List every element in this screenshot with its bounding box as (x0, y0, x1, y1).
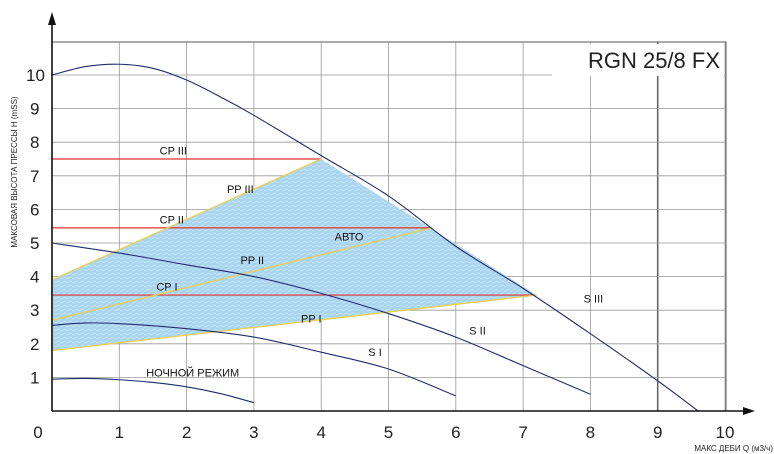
x-tick-label: 4 (316, 423, 325, 442)
auto-region (52, 159, 537, 351)
y-tick-label: 5 (30, 234, 39, 253)
x-tick-label: 0 (33, 423, 42, 442)
title-box (552, 44, 724, 76)
series-9-ночной-режим (51, 377, 255, 404)
curve-label: PP II (240, 255, 264, 267)
curve-label: CP II (160, 214, 184, 226)
x-tick-label: 9 (653, 423, 662, 442)
y-tick-label: 6 (30, 200, 39, 219)
y-tick-label: 2 (30, 335, 39, 354)
grid (51, 41, 727, 412)
y-tick-label: 7 (30, 167, 39, 186)
curve-label: CP III (160, 146, 187, 158)
series-8-s-i (51, 322, 457, 397)
curve-labels: CP III PP III CP II АВТО PP II CP I PP I S III S… (146, 146, 603, 380)
y-tick-label: 3 (30, 301, 39, 320)
x-axis-arrow (743, 407, 755, 415)
x-tick-label: 6 (451, 423, 460, 442)
auto-region-layer (52, 159, 537, 351)
series-3-pp-iii (51, 158, 322, 281)
series-5-pp-i (51, 294, 537, 352)
curve-label: S II (469, 325, 486, 337)
x-tick-label: 5 (384, 423, 393, 442)
curve-label: CP I (156, 282, 177, 294)
curve-label: PP III (227, 184, 254, 196)
y-tick-label: 9 (30, 100, 39, 119)
curve-label: S I (368, 347, 381, 359)
x-tick-label: 10 (716, 423, 735, 442)
y-tick-label: 8 (30, 133, 39, 152)
tick-labels: 0 1 2 3 4 5 6 7 8 9 10 1 2 3 4 5 6 7 8 9 10 (26, 66, 734, 442)
chart-title: RGN 25/8 FX (588, 48, 720, 73)
x-axis-title: МАКС ДЕБИ Q (м3/ч) (694, 444, 773, 453)
y-axis-arrow (48, 12, 56, 25)
x-tick-label: 8 (586, 423, 595, 442)
x-tick-label: 3 (249, 423, 258, 442)
axes (48, 12, 755, 415)
x-tick-label: 7 (518, 423, 527, 442)
x-tick-label: 1 (115, 423, 124, 442)
series-6-s-iii (51, 63, 699, 412)
y-tick-label: 10 (26, 66, 45, 85)
y-tick-label: 4 (30, 268, 39, 287)
series-7-s-ii (51, 242, 591, 395)
series-lines-layer (51, 63, 699, 412)
curve-label: PP I (301, 314, 322, 326)
curve-label: АВТО (335, 231, 364, 243)
curve-label: S III (584, 293, 604, 305)
curve-label: НОЧНОЙ РЕЖИМ (146, 366, 239, 379)
y-tick-label: 1 (30, 368, 39, 387)
y-axis-title: МАКСОВАЯ ВЫСОТА ПРЕССЫ H (mSS) (10, 96, 19, 248)
x-tick-label: 2 (182, 423, 191, 442)
